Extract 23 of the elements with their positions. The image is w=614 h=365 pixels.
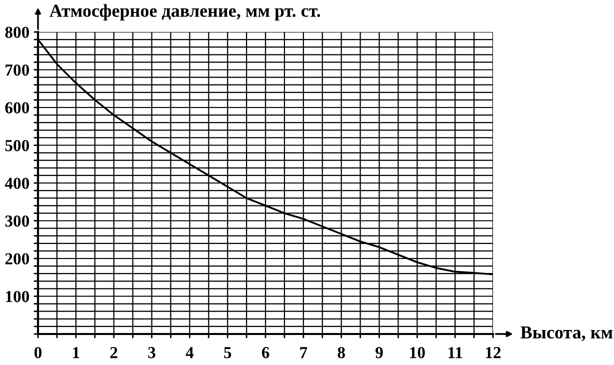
y-tick-label: 100 xyxy=(6,290,30,302)
x-tick-label: 9 xyxy=(376,347,383,358)
y-tick-label: 600 xyxy=(5,102,30,114)
y-tick-label: 400 xyxy=(4,178,30,189)
x-tick-label: 2 xyxy=(110,347,118,358)
x-tick-label: 5 xyxy=(224,347,232,358)
y-tick-label: 500 xyxy=(5,140,30,152)
x-tick-label: 7 xyxy=(300,347,308,358)
y-tick-label: 200 xyxy=(5,253,30,264)
x-tick-label: 1 xyxy=(73,347,80,358)
x-tick-label: 3 xyxy=(148,347,156,358)
x-tick-label: 12 xyxy=(486,347,501,358)
x-tick-label: 8 xyxy=(338,346,345,358)
y-axis-title: Атмосферное давление, мм рт. ст. xyxy=(50,4,320,21)
y-tick-label: 800 xyxy=(5,26,30,38)
x-tick-label: 10 xyxy=(410,346,425,358)
x-axis-title: Высота, км xyxy=(520,326,613,342)
y-tick-label: 700 xyxy=(6,64,30,76)
x-tick-label: 4 xyxy=(186,347,194,358)
y-tick-label: 300 xyxy=(5,215,30,227)
x-tick-label: 6 xyxy=(262,347,270,358)
x-tick-label: 0 xyxy=(34,346,42,358)
x-tick-label: 11 xyxy=(448,347,462,358)
